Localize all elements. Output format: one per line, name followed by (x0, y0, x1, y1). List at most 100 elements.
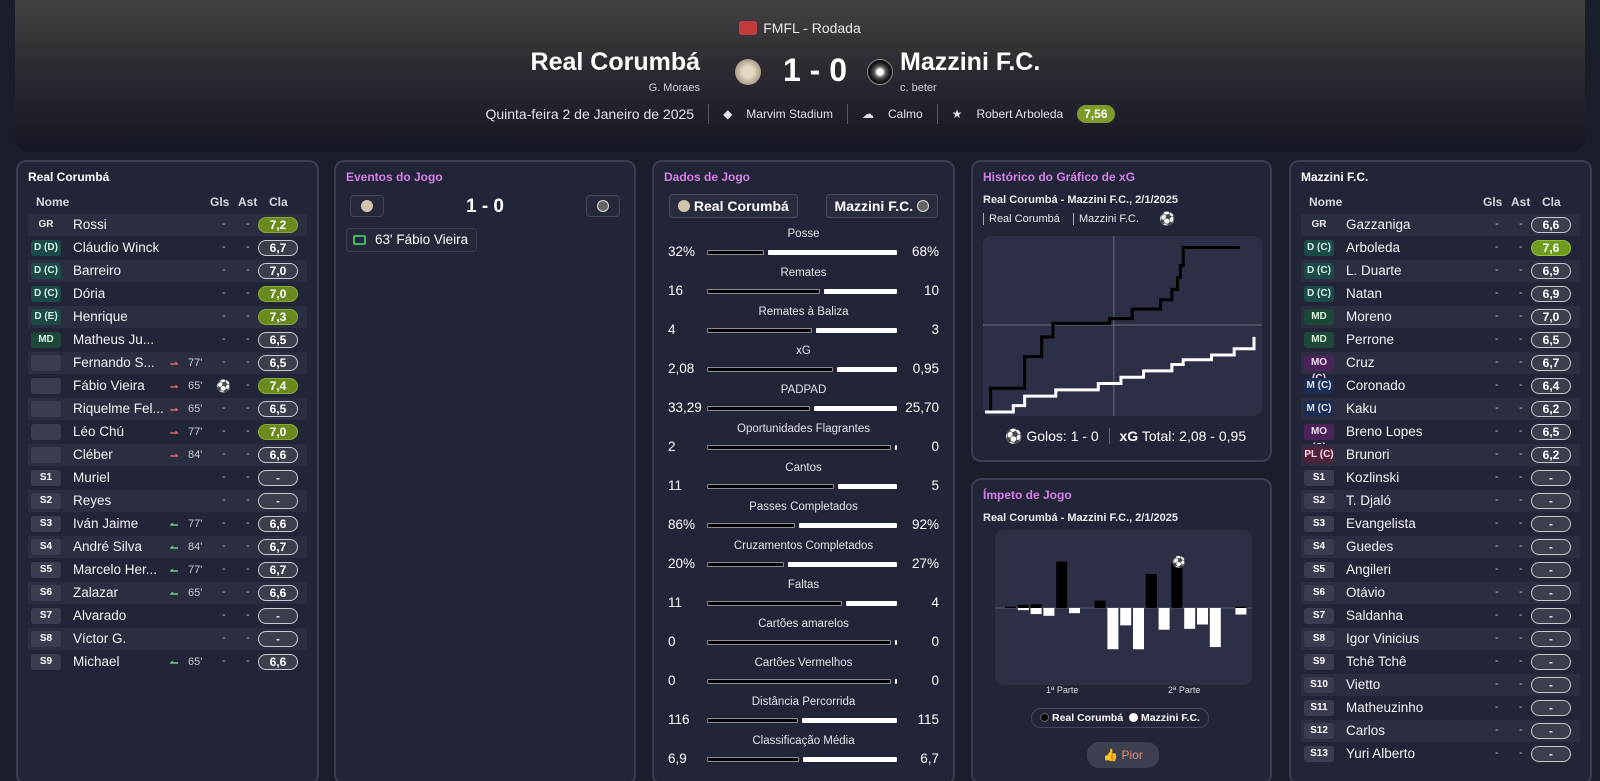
player-row[interactable]: S8 Igor Vinicius - - - (1301, 628, 1580, 650)
player-row[interactable]: M (C) Kaku - -6,2 (1301, 398, 1580, 420)
player-row[interactable]: D (C) Arboleda - -7,6 (1301, 237, 1580, 259)
col-name[interactable]: Nome (1309, 195, 1343, 209)
player-name[interactable]: Cruz (1346, 355, 1375, 370)
player-name[interactable]: Gazzaniga (1346, 217, 1411, 232)
player-row[interactable]: S1 Muriel - - - (28, 467, 307, 489)
player-name[interactable]: Carlos (1346, 723, 1386, 738)
player-name[interactable]: Fábio Vieira (73, 378, 145, 393)
away-crest-button[interactable] (586, 195, 620, 217)
player-row[interactable]: GR Gazzaniga - -6,6 (1301, 214, 1580, 236)
player-row[interactable]: S9 Tchê Tchê - - - (1301, 651, 1580, 673)
momentum-legend[interactable]: Real Corumbá Mazzini F.C. (1031, 708, 1209, 728)
player-row[interactable]: S7 Alvarado - - - (28, 605, 307, 627)
player-name[interactable]: Perrone (1346, 332, 1395, 347)
player-name[interactable]: Alvarado (73, 608, 127, 623)
player-name[interactable]: Matheuzinho (1346, 700, 1424, 715)
player-name[interactable]: Zalazar (73, 585, 119, 600)
player-name[interactable]: Brunori (1346, 447, 1390, 462)
player-row[interactable]: S6 Zalazar ↼ 65' - -6,6 (28, 582, 307, 604)
player-name[interactable]: Fernando S... (73, 355, 155, 370)
player-row[interactable]: S12 Carlos - - - (1301, 720, 1580, 742)
away-team-name[interactable]: Mazzini F.C. (900, 48, 1041, 76)
player-row[interactable]: D (C) Natan - -6,9 (1301, 283, 1580, 305)
player-name[interactable]: Guedes (1346, 539, 1394, 554)
player-row[interactable]: S7 Saldanha - - - (1301, 605, 1580, 627)
player-name[interactable]: Kaku (1346, 401, 1377, 416)
player-name[interactable]: Léo Chú (73, 424, 125, 439)
player-row[interactable]: MO (C)Cruz--6,7 (1301, 352, 1580, 384)
player-row[interactable]: MD Matheus Ju... - -6,5 (28, 329, 307, 351)
player-name[interactable]: Natan (1346, 286, 1383, 301)
player-name[interactable]: Rossi (73, 217, 107, 232)
player-row[interactable]: Riquelme Fel... ⇀ 65' - -6,5 (28, 398, 307, 420)
player-row[interactable]: S2 T. Djaló - - - (1301, 490, 1580, 512)
col-name[interactable]: Nome (36, 195, 70, 209)
away-manager[interactable]: c. beter (900, 82, 937, 94)
player-row[interactable]: D (D) Cláudio Winck - -6,7 (28, 237, 307, 259)
stats-home-team-chip[interactable]: Real Corumbá (669, 194, 798, 218)
player-name[interactable]: Cláudio Winck (73, 240, 160, 255)
player-name[interactable]: Marcelo Her... (73, 562, 158, 577)
pior-button[interactable]: 👍 Pior (1087, 742, 1159, 768)
player-row[interactable]: S11 Matheuzinho - - - (1301, 697, 1580, 719)
col-goals[interactable]: Gls (1483, 195, 1503, 209)
player-name[interactable]: Vietto (1346, 677, 1381, 692)
stadium-name[interactable]: Marvim Stadium (746, 107, 833, 121)
player-name[interactable]: Arboleda (1346, 240, 1401, 255)
player-name[interactable]: Moreno (1346, 309, 1392, 324)
player-name[interactable]: Otávio (1346, 585, 1386, 600)
player-row[interactable]: S5 Angileri - - - (1301, 559, 1580, 581)
player-name[interactable]: Igor Vinicius (1346, 631, 1420, 646)
col-rating[interactable]: Cla (1542, 195, 1561, 209)
player-name[interactable]: Muriel (73, 470, 110, 485)
player-name[interactable]: Michael (73, 654, 120, 669)
player-row[interactable]: S9 Michael ↼ 65' - -6,6 (28, 651, 307, 673)
player-row[interactable]: S13 Yuri Alberto - - - (1301, 743, 1580, 765)
col-goals[interactable]: Gls (210, 195, 230, 209)
player-name[interactable]: Kozlinski (1346, 470, 1400, 485)
player-row[interactable]: S6 Otávio - - - (1301, 582, 1580, 604)
player-row[interactable]: Fernando S... ⇀ 77' - -6,5 (28, 352, 307, 374)
col-assists[interactable]: Ast (238, 195, 258, 209)
player-row[interactable]: S2 Reyes - - - (28, 490, 307, 512)
player-name[interactable]: Riquelme Fel... (73, 401, 164, 416)
player-row[interactable]: S8 Víctor G. - - - (28, 628, 307, 650)
player-name[interactable]: Breno Lopes (1346, 424, 1423, 439)
player-row[interactable]: Cléber ⇀ 84' - -6,6 (28, 444, 307, 466)
player-row[interactable]: M (C) Coronado - -6,4 (1301, 375, 1580, 397)
xg-tab-away[interactable]: Mazzini F.C. (1073, 213, 1139, 225)
player-of-match[interactable]: Robert Arboleda (976, 107, 1064, 121)
player-row[interactable]: S3 Evangelista - - - (1301, 513, 1580, 535)
player-name[interactable]: Coronado (1346, 378, 1406, 393)
player-row[interactable]: GR Rossi - -7,2 (28, 214, 307, 236)
player-row[interactable]: MO (C)Breno Lopes--6,5 (1301, 421, 1580, 453)
player-name[interactable]: Barreiro (73, 263, 122, 278)
player-name[interactable]: Víctor G. (73, 631, 127, 646)
player-name[interactable]: T. Djaló (1346, 493, 1392, 508)
player-name[interactable]: Henrique (73, 309, 128, 324)
player-row[interactable]: PL (C) Brunori - -6,2 (1301, 444, 1580, 466)
home-team-name[interactable]: Real Corumbá (530, 48, 700, 76)
player-row[interactable]: Léo Chú ⇀ 77' - -7,0 (28, 421, 307, 443)
player-row[interactable]: D (C) Barreiro - -7,0 (28, 260, 307, 282)
player-row[interactable]: D (C) L. Duarte - -6,9 (1301, 260, 1580, 282)
player-row[interactable]: D (E) Henrique - -7,3 (28, 306, 307, 328)
col-rating[interactable]: Cla (269, 195, 288, 209)
player-name[interactable]: Matheus Ju... (73, 332, 155, 347)
home-manager[interactable]: G. Moraes (648, 82, 700, 94)
home-crest-button[interactable] (350, 195, 384, 217)
player-row[interactable]: S4 Guedes - - - (1301, 536, 1580, 558)
player-row[interactable]: MD Moreno - -7,0 (1301, 306, 1580, 328)
player-name[interactable]: Saldanha (1346, 608, 1404, 623)
player-name[interactable]: Cléber (73, 447, 113, 462)
player-name[interactable]: Tchê Tchê (1346, 654, 1407, 669)
player-row[interactable]: Fábio Vieira ⇀ 65' ⚽ -7,4 (28, 375, 307, 397)
event-item[interactable]: 63' Fábio Vieira (346, 228, 478, 252)
player-row[interactable]: S10 Vietto - - - (1301, 674, 1580, 696)
player-name[interactable]: André Silva (73, 539, 143, 554)
player-row[interactable]: S3 Iván Jaime ↼ 77' - -6,6 (28, 513, 307, 535)
player-name[interactable]: L. Duarte (1346, 263, 1402, 278)
player-row[interactable]: S5 Marcelo Her... ↼ 77' - -6,7 (28, 559, 307, 581)
player-name[interactable]: Iván Jaime (73, 516, 139, 531)
stats-away-team-chip[interactable]: Mazzini F.C. (825, 194, 938, 218)
